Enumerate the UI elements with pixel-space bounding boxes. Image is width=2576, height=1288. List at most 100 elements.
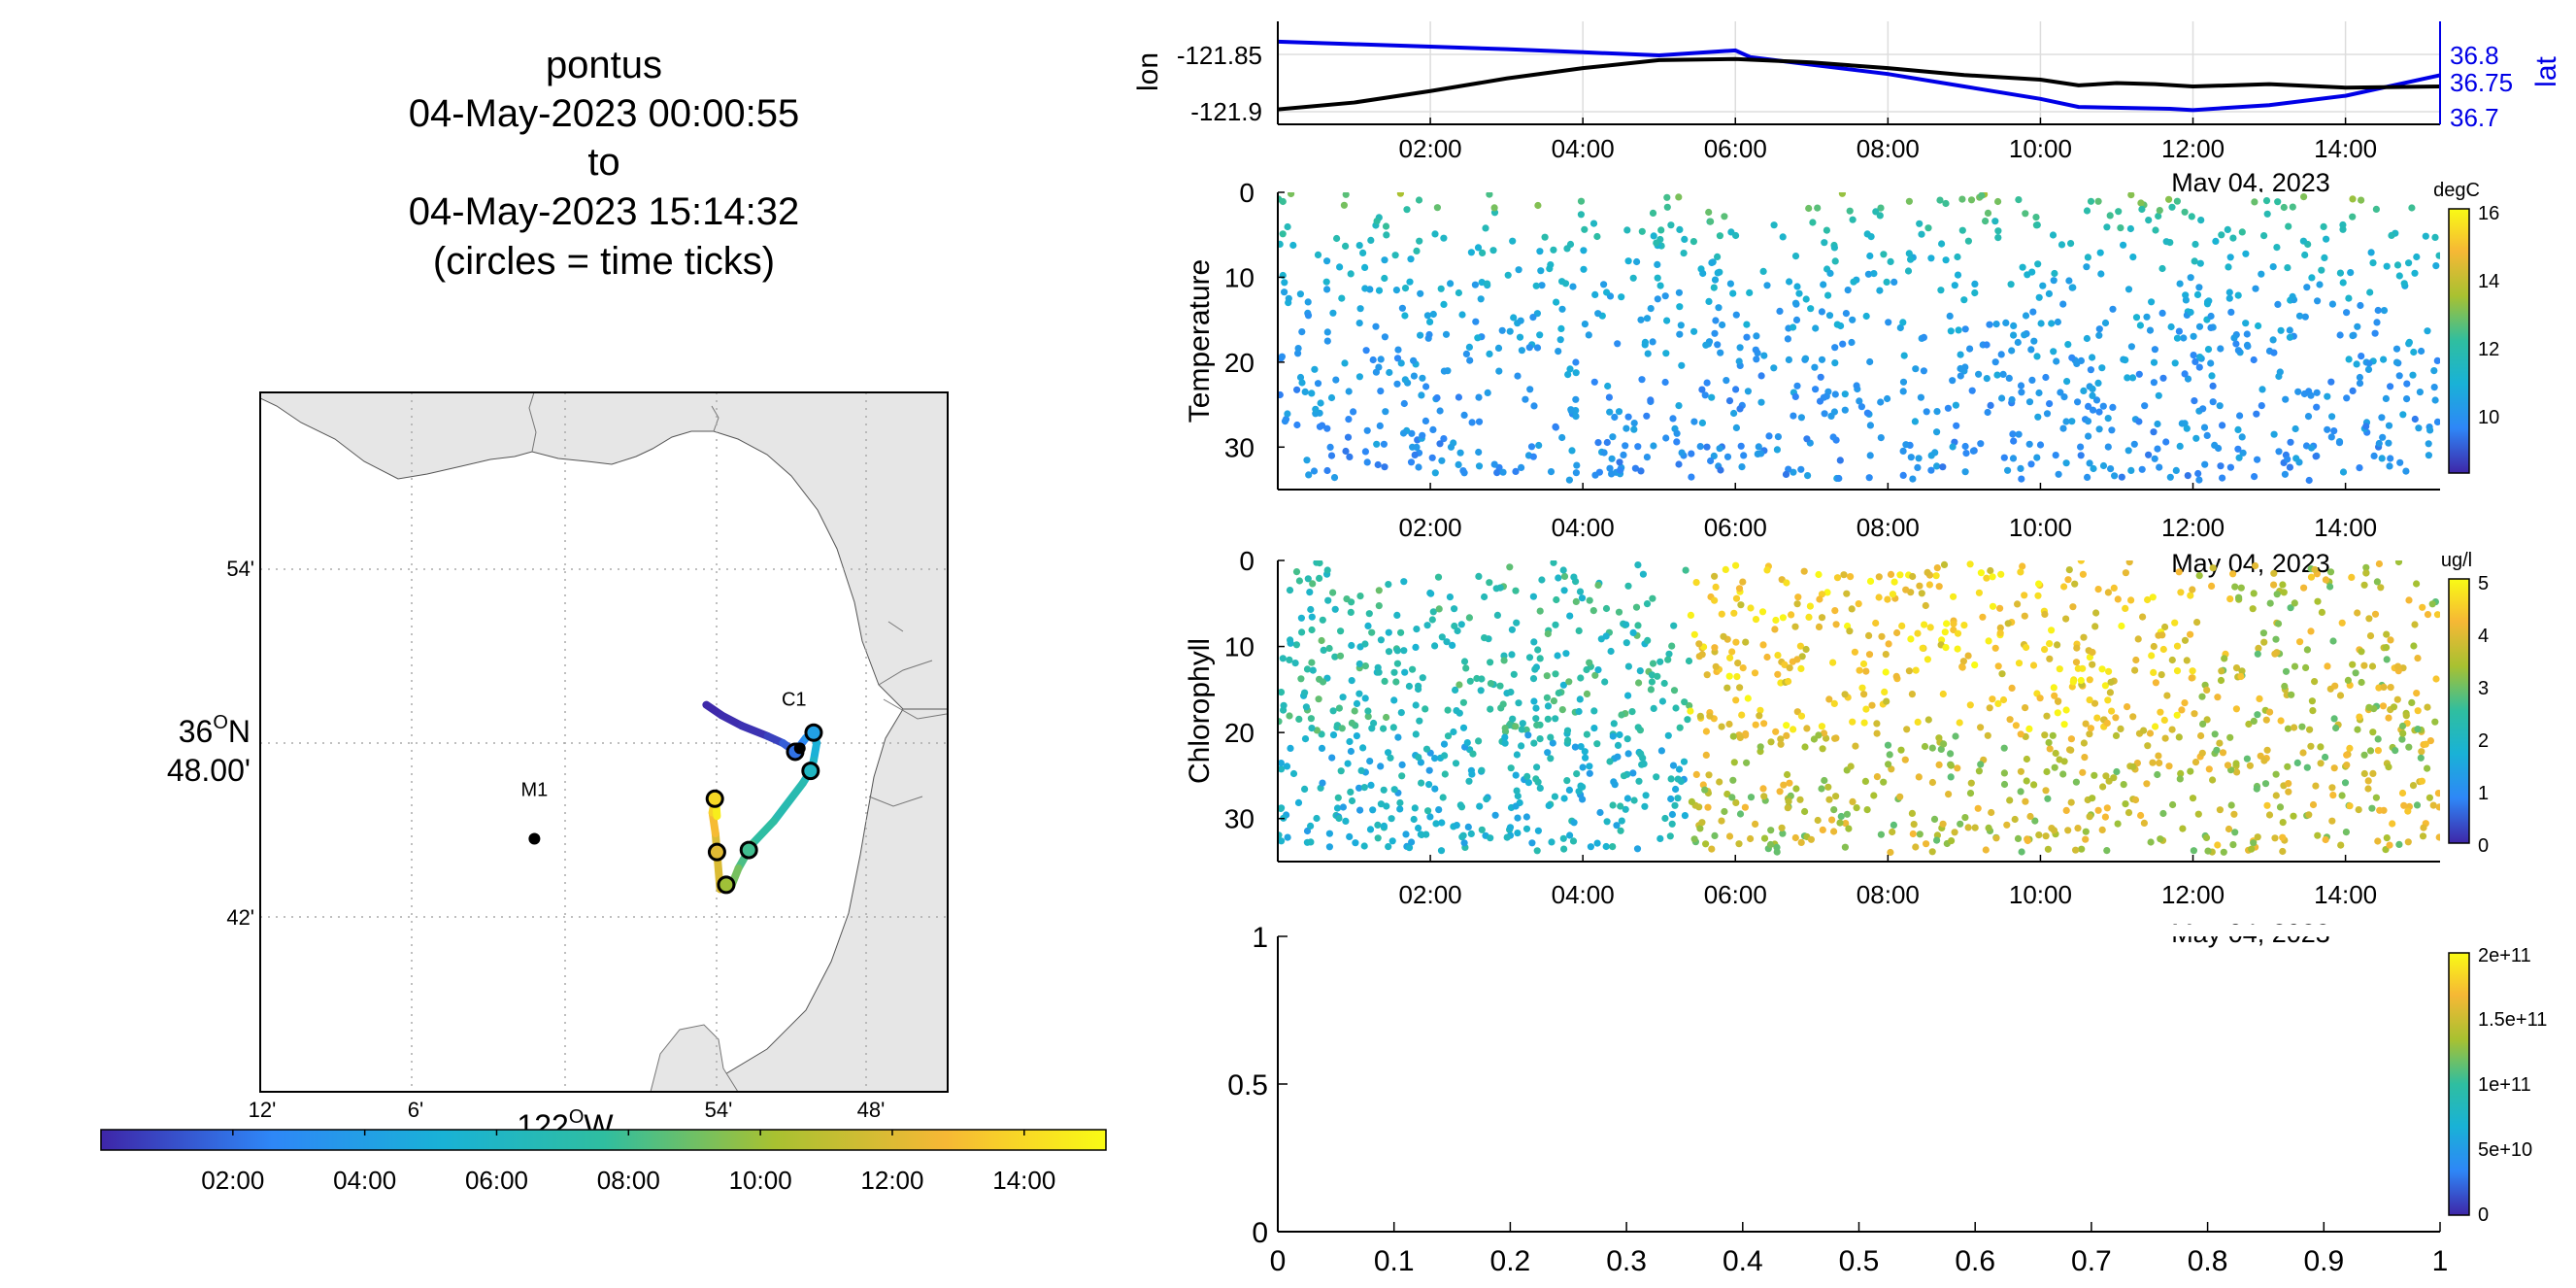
scatter-point bbox=[1866, 357, 1874, 366]
chl-cbar-4: 4 bbox=[2478, 626, 2489, 647]
scatter-point bbox=[1360, 842, 1368, 850]
scatter-point bbox=[2092, 396, 2101, 404]
scatter-point bbox=[2126, 224, 2134, 233]
scatter-point bbox=[1737, 442, 1745, 450]
scatter-point bbox=[1581, 748, 1589, 756]
scatter-point bbox=[1342, 192, 1350, 198]
scatter-point bbox=[2190, 332, 2197, 340]
scatter-point bbox=[1383, 713, 1390, 722]
scatter-point bbox=[2375, 439, 2383, 448]
scatter-point bbox=[2373, 319, 2381, 326]
scatter-point bbox=[2209, 564, 2217, 572]
scatter-point bbox=[2362, 563, 2370, 571]
scatter-point bbox=[1426, 813, 1434, 821]
scatter-point bbox=[1848, 605, 1856, 613]
scatter-point bbox=[2219, 749, 2227, 757]
scatter-point bbox=[1438, 457, 1446, 464]
scatter-point bbox=[1327, 393, 1336, 402]
scatter-point bbox=[2030, 337, 2038, 345]
scatter-point bbox=[2349, 213, 2357, 220]
scatter-point bbox=[2329, 637, 2337, 645]
scatter-point bbox=[2289, 292, 2296, 300]
scatter-point bbox=[1900, 352, 1908, 359]
scatter-point bbox=[1543, 694, 1551, 701]
scatter-point bbox=[1997, 351, 2005, 358]
scatter-point bbox=[2344, 676, 2352, 685]
scatter-point bbox=[2138, 205, 2146, 214]
scatter-point bbox=[1785, 356, 1792, 363]
scatter-point bbox=[2429, 801, 2437, 809]
scatter-point bbox=[1721, 807, 1728, 816]
scatter-point bbox=[2079, 768, 2087, 776]
scatter-point bbox=[1401, 312, 1409, 320]
scatter-point bbox=[1760, 352, 1768, 359]
scatter-point bbox=[2258, 402, 2265, 410]
scatter-point bbox=[2346, 744, 2354, 753]
scatter-point bbox=[1849, 718, 1857, 726]
scatter-point bbox=[1501, 725, 1509, 732]
scatter-point bbox=[2216, 806, 2224, 814]
scatter-point bbox=[2356, 380, 2364, 388]
scatter-point bbox=[1287, 639, 1294, 647]
scatter-point bbox=[2155, 752, 2162, 760]
chlorophyll-unit: ug/l bbox=[2441, 550, 2472, 571]
scatter-point bbox=[2068, 354, 2076, 361]
scatter-point bbox=[1674, 795, 1682, 802]
scatter-point bbox=[2171, 619, 2179, 627]
scatter-point bbox=[2083, 334, 2091, 343]
scatter-point bbox=[1624, 582, 1632, 590]
scatter-point bbox=[1831, 390, 1839, 398]
scatter-point bbox=[1632, 603, 1641, 611]
scatter-point bbox=[2322, 576, 2329, 584]
scatter-point bbox=[1856, 397, 1863, 405]
scatter-point bbox=[2417, 754, 2425, 762]
scatter-point bbox=[1823, 226, 1830, 234]
scatter-point bbox=[1954, 764, 1961, 772]
scatter-point bbox=[1678, 361, 1686, 369]
scatter-point bbox=[1823, 589, 1831, 596]
scatter-point bbox=[1572, 413, 1580, 421]
scatter-point bbox=[1428, 616, 1436, 624]
scatter-point bbox=[1325, 843, 1333, 851]
scatter-point bbox=[1635, 777, 1643, 785]
scatter-point bbox=[1624, 662, 1632, 670]
scatter-point bbox=[1614, 340, 1622, 348]
scatter-point bbox=[2178, 706, 2186, 714]
scatter-point bbox=[2352, 669, 2359, 677]
scatter-point bbox=[1904, 267, 1913, 275]
scatter-point bbox=[1791, 623, 1799, 630]
scatter-point bbox=[1685, 657, 1693, 665]
scatter-point bbox=[1547, 468, 1556, 476]
scatter-point bbox=[1336, 263, 1344, 271]
scatter-point bbox=[1738, 711, 1746, 719]
scatter-point bbox=[1747, 604, 1755, 612]
scatter-point bbox=[1527, 443, 1536, 451]
scatter-point bbox=[1401, 285, 1410, 292]
scatter-point bbox=[1594, 666, 1602, 674]
scatter-point bbox=[1513, 619, 1521, 627]
scatter-point bbox=[1565, 786, 1573, 795]
scatter-point bbox=[2046, 655, 2054, 662]
scatter-point bbox=[1346, 737, 1354, 746]
scatter-point bbox=[1348, 719, 1355, 728]
scatter-point bbox=[2188, 674, 2195, 682]
scatter-point bbox=[2096, 249, 2104, 256]
scatter-point bbox=[1419, 374, 1426, 382]
scatter-point bbox=[2008, 395, 2016, 404]
scatter-point bbox=[2203, 300, 2212, 308]
title-line-5: (circles = time ticks) bbox=[433, 240, 775, 283]
empty-y-ticks: 10.50 bbox=[1227, 922, 1288, 1249]
scatter-point bbox=[2366, 288, 2374, 296]
scatter-point bbox=[2196, 354, 2204, 361]
scatter-point bbox=[1616, 730, 1623, 739]
scatter-point bbox=[2163, 692, 2171, 699]
scatter-point bbox=[1559, 834, 1567, 842]
scatter-point bbox=[1732, 696, 1740, 704]
scatter-point bbox=[2150, 668, 2158, 677]
scatter-point bbox=[1669, 762, 1678, 769]
scatter-point bbox=[2087, 366, 2094, 374]
scatter-point bbox=[2198, 749, 2206, 757]
scatter-point bbox=[2106, 212, 2114, 220]
scatter-point bbox=[1550, 560, 1557, 566]
